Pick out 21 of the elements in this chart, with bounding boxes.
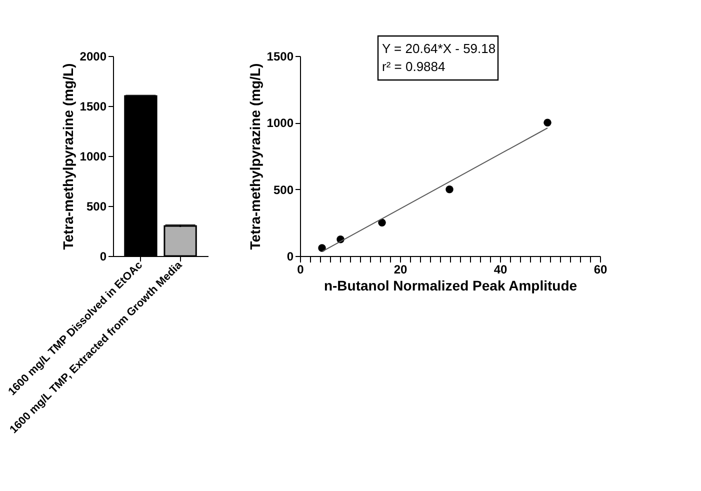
x-tick-label: 40 <box>494 262 508 276</box>
y-axis-title: Tetra-methylpyrazine (mg/L) <box>60 63 76 250</box>
text: Y = 20.64*X - 59.18 <box>382 41 496 56</box>
x-tick-label: 20 <box>394 262 408 276</box>
y-tick-label: 1000 <box>80 150 107 164</box>
y-tick-label: 500 <box>86 200 107 214</box>
x-axis-title: n-Butanol Normalized Peak Amplitude <box>324 278 578 294</box>
point <box>378 218 386 227</box>
x-tick-label: 0 <box>297 262 304 276</box>
y-axis-title: Tetra-methylpyrazine (mg/L) <box>246 63 263 250</box>
point <box>544 118 552 127</box>
y-tick-label: 0 <box>286 250 294 264</box>
y-tick-label: 0 <box>100 250 107 264</box>
y-tick-label: 2000 <box>80 50 107 64</box>
annotation: r² = 0.9884 <box>382 59 446 74</box>
y-tick-label: 1000 <box>266 116 294 130</box>
x-tick-label: 60 <box>594 262 608 276</box>
y-tick-label: 1500 <box>80 100 107 114</box>
y-tick-label: 500 <box>273 182 294 197</box>
y-tick-label: 1500 <box>266 50 294 64</box>
point <box>446 185 454 194</box>
